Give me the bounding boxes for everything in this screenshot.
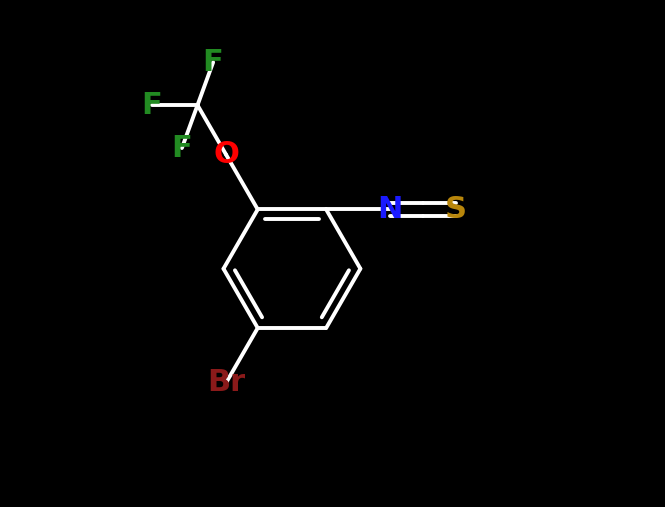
Text: F: F <box>172 133 192 163</box>
Text: S: S <box>445 195 467 224</box>
Text: O: O <box>213 140 239 169</box>
Text: F: F <box>203 48 223 77</box>
Text: Br: Br <box>207 369 245 397</box>
Text: F: F <box>142 91 162 120</box>
Text: N: N <box>377 195 402 224</box>
